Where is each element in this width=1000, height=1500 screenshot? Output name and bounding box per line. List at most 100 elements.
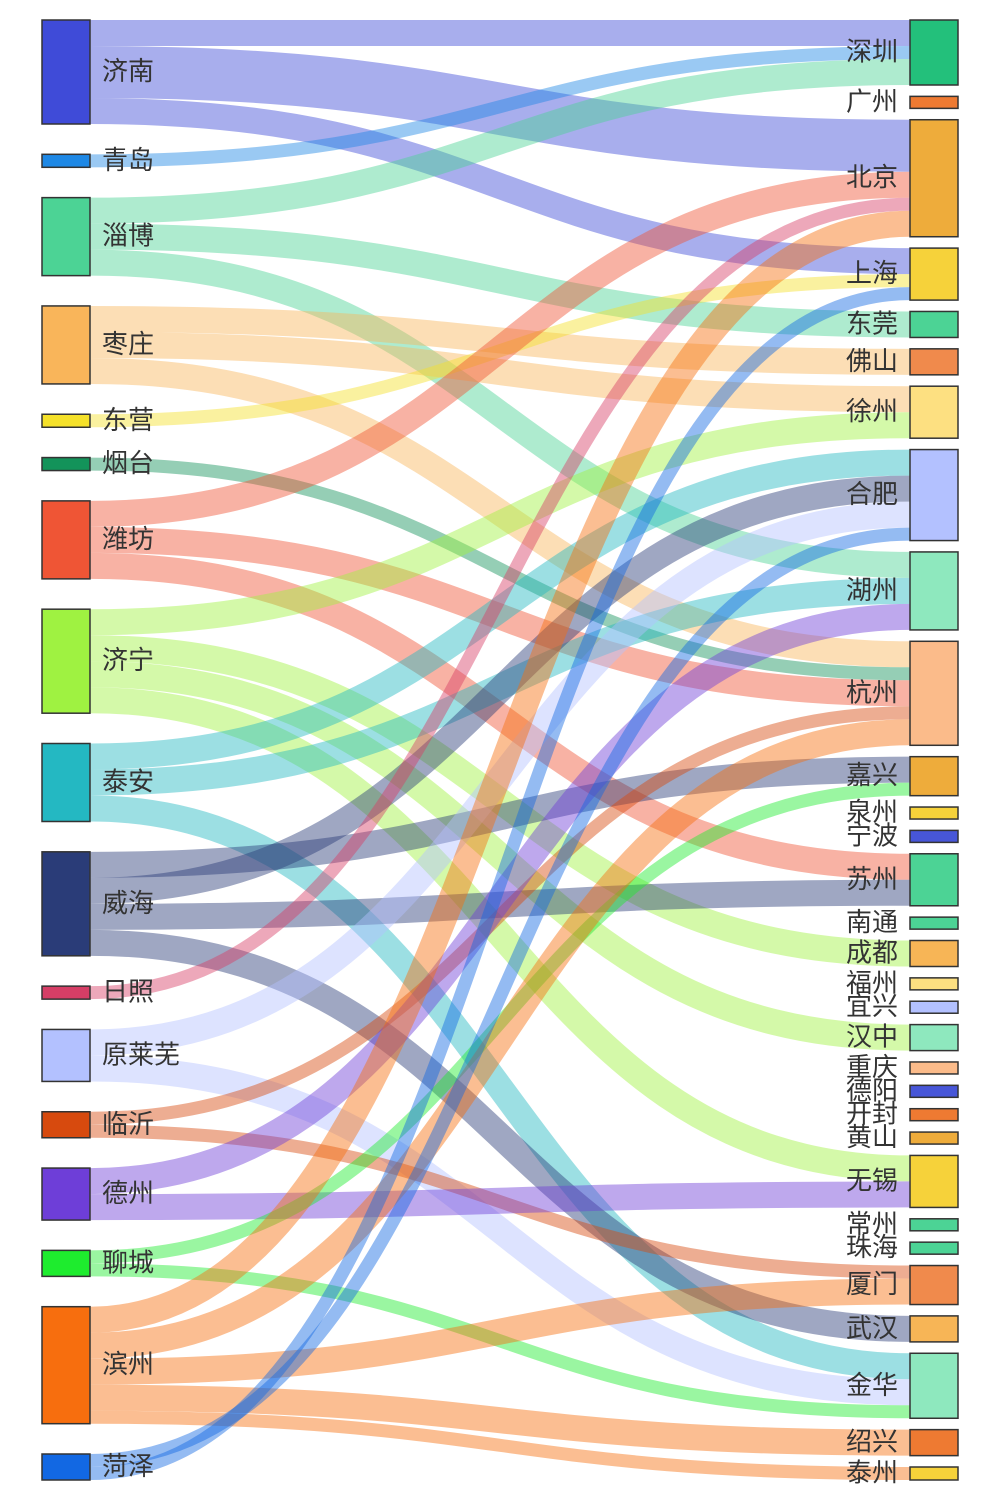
- target-node: [909, 1241, 959, 1255]
- source-node: [41, 1305, 91, 1425]
- source-node: [41, 305, 91, 385]
- sankey-link: [89, 501, 911, 1056]
- target-label: 深圳: [846, 38, 898, 68]
- source-label: 东营: [102, 406, 154, 436]
- target-label: 德阳: [846, 1076, 898, 1106]
- source-label: 德州: [102, 1179, 154, 1209]
- sankey-link: [89, 46, 911, 168]
- source-label: 烟台: [102, 449, 154, 479]
- target-node: [909, 551, 959, 631]
- sankey-link: [89, 210, 911, 1333]
- target-label: 东莞: [846, 309, 898, 339]
- sankey-link: [89, 552, 911, 880]
- sankey-link: [89, 59, 911, 224]
- source-label: 淄博: [102, 222, 154, 252]
- target-label: 湖州: [846, 576, 898, 606]
- source-node: [41, 1167, 91, 1221]
- target-label: 合肥: [846, 480, 898, 510]
- source-label: 潍坊: [102, 525, 154, 555]
- target-node: [909, 1084, 959, 1099]
- source-node: [41, 19, 91, 125]
- source-label: 日照: [102, 978, 154, 1008]
- sankey-nodes: [41, 19, 959, 1481]
- source-node: [41, 1028, 91, 1083]
- source-label: 聊城: [102, 1248, 154, 1278]
- source-label: 菏泽: [102, 1452, 154, 1482]
- sankey-link: [89, 526, 911, 707]
- target-label: 宁波: [846, 821, 898, 851]
- target-label: 金华: [846, 1371, 898, 1401]
- source-node: [41, 1111, 91, 1139]
- target-label: 嘉兴: [846, 761, 898, 791]
- target-label: 黄山: [846, 1123, 898, 1153]
- sankey-link: [89, 1181, 911, 1221]
- source-node: [41, 985, 91, 1000]
- target-label: 南通: [846, 908, 898, 938]
- sankey-link: [89, 795, 911, 1380]
- sankey-link: [89, 687, 911, 1182]
- sankey-link: [89, 357, 911, 668]
- target-node: [909, 939, 959, 968]
- source-label: 济宁: [102, 646, 154, 676]
- target-node: [909, 1428, 959, 1457]
- target-node: [909, 640, 959, 747]
- target-label: 开封: [846, 1100, 898, 1130]
- target-node: [909, 348, 959, 376]
- target-node: [909, 1315, 959, 1343]
- target-label: 苏州: [846, 865, 898, 895]
- sankey-link: [89, 1410, 911, 1480]
- target-node: [909, 247, 959, 301]
- source-node: [41, 153, 91, 169]
- target-node: [909, 19, 959, 86]
- target-label: 福州: [846, 969, 898, 999]
- sankey-links: [89, 19, 911, 1480]
- sankey-link: [89, 1055, 911, 1406]
- sankey-link: [89, 331, 911, 413]
- target-node: [909, 755, 959, 797]
- target-label: 厦门: [846, 1270, 898, 1300]
- target-label: 重庆: [846, 1053, 898, 1083]
- sankey-link: [89, 1278, 911, 1385]
- target-label: 佛山: [846, 347, 898, 377]
- source-node: [41, 1249, 91, 1278]
- source-label: 枣庄: [102, 330, 154, 360]
- sankey-link: [89, 527, 911, 1467]
- target-node: [909, 1061, 959, 1075]
- sankey-link: [89, 879, 911, 930]
- sankey-link: [89, 287, 911, 1480]
- target-label: 成都: [846, 939, 898, 969]
- sankey-link: [89, 449, 911, 770]
- sankey-link: [89, 1384, 911, 1456]
- target-node: [909, 95, 959, 110]
- sankey-link: [89, 171, 911, 527]
- sankey-link: [89, 197, 911, 1000]
- source-label: 济南: [102, 57, 154, 87]
- sankey-link: [89, 929, 911, 1342]
- source-label: 威海: [102, 889, 154, 919]
- source-label: 滨州: [102, 1350, 154, 1380]
- target-node: [909, 853, 959, 907]
- source-node: [41, 456, 91, 472]
- target-label: 珠海: [846, 1233, 898, 1263]
- source-node: [41, 742, 91, 823]
- target-label: 上海: [846, 259, 898, 289]
- target-node: [909, 1264, 959, 1306]
- target-label: 汉中: [846, 1023, 898, 1053]
- target-label: 泉州: [846, 798, 898, 828]
- target-label: 徐州: [846, 397, 898, 427]
- source-node: [41, 500, 91, 580]
- sankey-link: [89, 98, 911, 275]
- source-label: 泰安: [102, 768, 154, 798]
- sankey-link: [89, 305, 911, 375]
- sankey-link: [89, 782, 911, 1264]
- sankey-link: [89, 1124, 911, 1279]
- target-node: [909, 1154, 959, 1209]
- sankey-link: [89, 1263, 911, 1419]
- sankey-link: [89, 706, 911, 1125]
- sankey-link: [89, 475, 911, 904]
- target-node: [909, 1000, 959, 1014]
- target-label: 泰州: [846, 1459, 898, 1489]
- target-node: [909, 1352, 959, 1420]
- target-label: 杭州: [846, 678, 898, 708]
